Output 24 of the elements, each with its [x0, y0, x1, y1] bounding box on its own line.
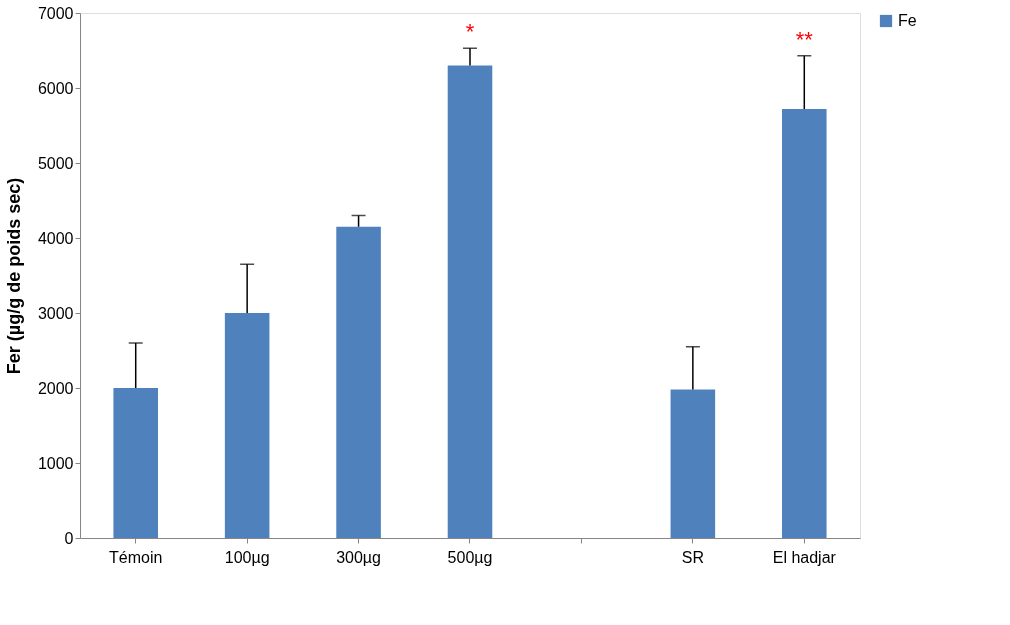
x-tick-label: 300µg [336, 548, 381, 566]
y-tick-label: 7000 [37, 4, 74, 22]
x-tick-label: 500µg [447, 548, 493, 566]
legend-label: Fe [898, 12, 917, 29]
x-tick-label: SR [681, 548, 704, 566]
bar [113, 388, 158, 538]
y-tick-label: 2000 [37, 379, 74, 397]
y-tick-label: 1000 [37, 454, 74, 472]
bar [447, 65, 493, 538]
y-tick-label: 3000 [37, 304, 74, 322]
y-tick-label: 5000 [37, 154, 74, 172]
data-label: ** [795, 26, 814, 52]
x-tick-label: El hadjar [772, 548, 837, 566]
x-tick-label: 100µg [224, 548, 270, 566]
data-label: * [465, 19, 475, 45]
y-tick-label: 4000 [37, 229, 74, 247]
y-tick-label: 6000 [37, 79, 74, 97]
y-tick-label: 0 [64, 529, 74, 547]
bar [336, 226, 381, 538]
x-tick-label: Témoin [109, 548, 163, 566]
bar [782, 109, 827, 538]
bar [224, 313, 270, 538]
bar [670, 389, 716, 538]
y-axis-title: Fer (µg/g de poids sec) [3, 177, 24, 375]
